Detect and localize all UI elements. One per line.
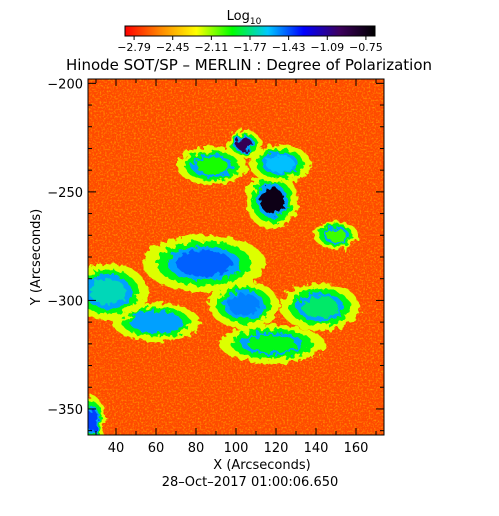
colorbar <box>124 25 376 37</box>
colorbar-ticks: −2.79 −2.45 −2.11 −1.77 −1.43 −1.09 −0.75 <box>117 36 383 54</box>
x-tick-label: 120 <box>264 441 289 456</box>
polarization-feature <box>326 228 346 242</box>
x-tick-label: 160 <box>344 441 369 456</box>
colorbar-tick-label: −2.79 <box>117 41 151 54</box>
polarization-feature <box>248 335 296 353</box>
chart-title: Hinode SOT/SP – MERLIN : Degree of Polar… <box>66 56 432 74</box>
y-tick-label: −350 <box>47 403 83 418</box>
y-tick-label: −250 <box>47 186 83 201</box>
colorbar-tick-label: −1.43 <box>272 41 306 54</box>
polarization-feature <box>196 157 228 175</box>
x-tick-label: 60 <box>148 441 165 456</box>
polarization-feature <box>260 187 284 214</box>
polarization-feature <box>176 250 232 277</box>
colorbar-tick-label: −0.75 <box>349 41 383 54</box>
colorbar-tick-label: −2.45 <box>156 41 190 54</box>
polarization-feature <box>302 296 338 318</box>
timestamp: 28–Oct–2017 01:00:06.650 <box>162 475 339 490</box>
x-tick-label: 40 <box>108 441 125 456</box>
colorbar-label: Log10 <box>227 9 262 27</box>
x-tick-label: 80 <box>188 441 205 456</box>
y-axis: −200 −250 −300 −350 <box>47 77 384 432</box>
polarization-feature <box>88 408 98 431</box>
polarization-features <box>88 129 360 435</box>
polarization-feature <box>236 137 252 151</box>
x-axis-label: X (Arcseconds) <box>213 458 310 473</box>
y-tick-label: −200 <box>47 77 83 92</box>
plot-area <box>88 79 384 435</box>
polarization-feature <box>136 313 176 331</box>
x-axis: 40 60 80 100 120 140 160 <box>95 79 377 456</box>
colorbar-tick-label: −2.11 <box>195 41 229 54</box>
polarization-feature <box>228 293 260 316</box>
colorbar-tick-label: −1.77 <box>233 41 267 54</box>
colorbar-tick-label: −1.09 <box>310 41 344 54</box>
x-tick-label: 100 <box>224 441 249 456</box>
polarization-feature <box>90 278 126 305</box>
y-tick-label: −300 <box>47 294 83 309</box>
y-axis-label: Y (Arcseconds) <box>29 209 44 306</box>
polarization-feature <box>266 154 294 173</box>
x-tick-label: 140 <box>304 441 329 456</box>
